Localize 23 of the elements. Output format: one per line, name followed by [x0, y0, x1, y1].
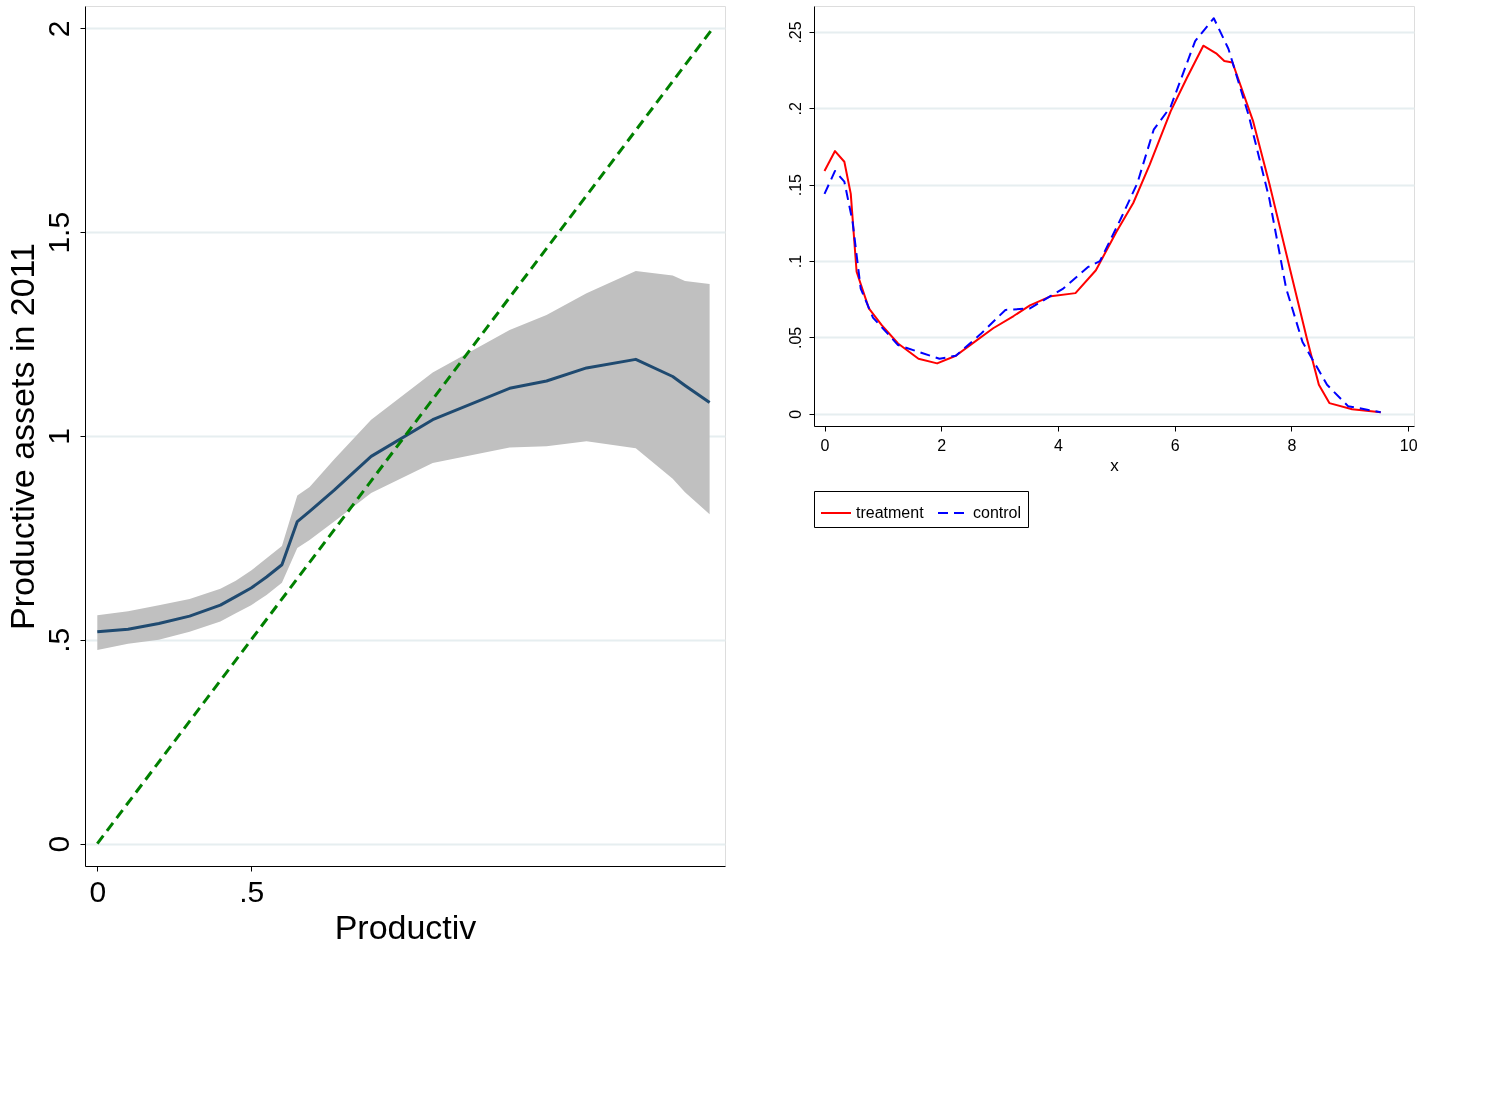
- y-tick-label: .1: [786, 254, 804, 269]
- legend-label: treatment: [856, 504, 925, 521]
- y-tick-label: 0: [786, 409, 804, 419]
- x-axis-title: Productiv: [334, 907, 477, 946]
- y-tick-label: .25: [786, 21, 804, 44]
- y-tick-label: .2: [786, 102, 804, 116]
- legend-label: control: [973, 504, 1022, 521]
- y-tick-label: .05: [786, 326, 804, 350]
- x-axis-title: x: [1110, 455, 1120, 475]
- y-tick-label: 2: [41, 20, 75, 38]
- y-tick-label: .15: [786, 173, 804, 197]
- y-tick-label: 0: [41, 835, 75, 853]
- line-series: [95, 357, 712, 634]
- y-tick-label: 1.5: [41, 211, 75, 254]
- x-tick-label: 4: [1054, 436, 1064, 454]
- x-tick-label: 8: [1287, 436, 1297, 454]
- x-tick-label: 2: [937, 436, 947, 454]
- y-tick-label: .5: [41, 627, 75, 653]
- x-tick-label: 0: [820, 436, 830, 454]
- x-tick-label: 10: [1399, 436, 1418, 454]
- y-tick-label: 1: [41, 428, 75, 445]
- y-axis-title: Productive assets in 2011: [2, 243, 41, 630]
- x-tick-label: 6: [1170, 436, 1180, 454]
